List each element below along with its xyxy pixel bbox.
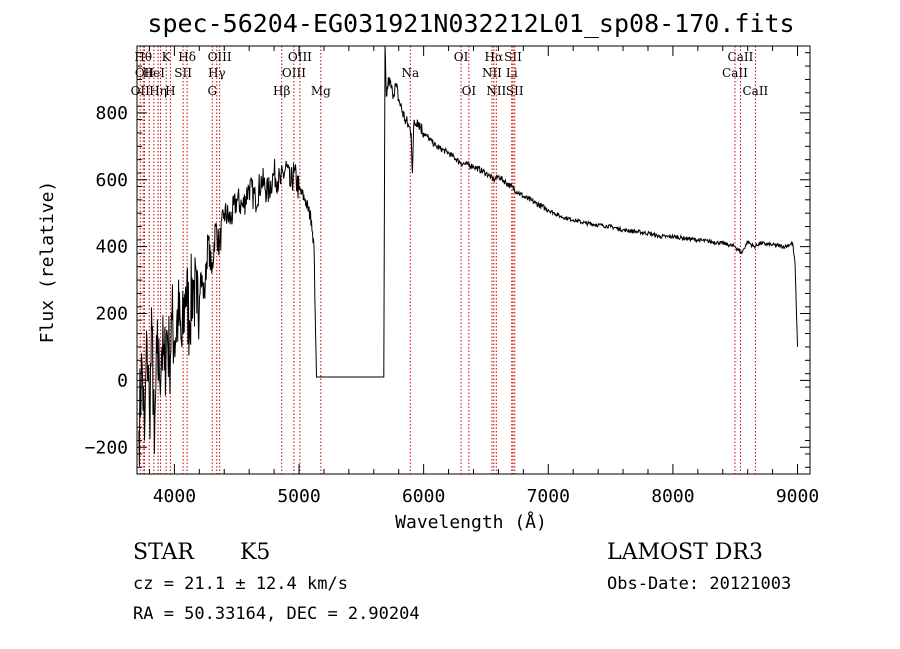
plot-frame <box>136 45 811 475</box>
x-tick-label: 6000 <box>402 486 445 507</box>
line-label: CaII <box>722 66 748 80</box>
y-tick-label: 200 <box>95 304 128 325</box>
line-label: OI <box>462 84 477 98</box>
y-axis-label: Flux (relative) <box>37 181 58 344</box>
object-class: STAR <box>133 540 194 565</box>
object-subclass: K5 <box>240 540 271 565</box>
chart-title: spec-56204-EG031921N032212L01_sp08-170.f… <box>147 9 794 38</box>
line-label: OII <box>135 66 155 80</box>
y-tick-label: 400 <box>95 237 128 258</box>
line-label: OIII <box>208 50 232 64</box>
line-label: HeI <box>143 66 166 80</box>
line-label: SII <box>504 50 522 64</box>
y-tick-label: −200 <box>85 437 128 458</box>
line-label: SII <box>174 66 192 80</box>
line-label: NII <box>486 84 506 98</box>
line-label: OII <box>131 84 151 98</box>
line-label: G <box>207 84 217 98</box>
line-label: Na <box>401 66 419 80</box>
spectral-line-markers: OIIHθOIIHeIHηKHSIIHδGHγOIIIHβOIIIOIIIMgN… <box>131 46 769 474</box>
line-label: SII <box>506 84 524 98</box>
x-tick-label: 9000 <box>776 486 819 507</box>
axis-ticks: 4000 5000 6000 7000 8000 9000 −200 0 200 400 600 80… <box>85 46 819 507</box>
line-label: Hα <box>485 50 504 64</box>
x-tick-label: 4000 <box>153 486 196 507</box>
observation-date: Obs-Date: 20121003 <box>607 574 792 594</box>
line-label: Hβ <box>273 84 290 98</box>
line-label: CaII <box>742 84 768 98</box>
x-tick-label: 5000 <box>277 486 320 507</box>
line-label: Hγ <box>208 66 226 80</box>
line-label: OIII <box>288 50 312 64</box>
x-axis-label: Wavelength (Å) <box>395 511 547 533</box>
y-tick-label: 600 <box>95 170 128 191</box>
line-label: H <box>165 84 175 98</box>
y-tick-label: 800 <box>95 103 128 124</box>
spectrum-line <box>138 45 798 467</box>
line-label: Mg <box>311 84 331 98</box>
line-label: NII <box>482 66 502 80</box>
line-label: K <box>162 50 172 64</box>
line-label: Hδ <box>178 50 196 64</box>
redshift-cz: cz = 21.1 ± 12.4 km/s <box>133 574 348 594</box>
line-label: CaII <box>728 50 754 64</box>
line-label: Hθ <box>134 50 152 64</box>
x-tick-label: 7000 <box>527 486 570 507</box>
ra-dec: RA = 50.33164, DEC = 2.90204 <box>133 604 420 624</box>
line-label: OI <box>454 50 469 64</box>
line-label: OIII <box>282 66 306 80</box>
spectrum-series <box>138 45 798 467</box>
x-tick-label: 8000 <box>651 486 694 507</box>
survey-name: LAMOST DR3 <box>607 540 763 565</box>
line-label: Hη <box>149 84 167 98</box>
line-label: Li <box>506 66 518 80</box>
y-tick-label: 0 <box>117 370 128 391</box>
